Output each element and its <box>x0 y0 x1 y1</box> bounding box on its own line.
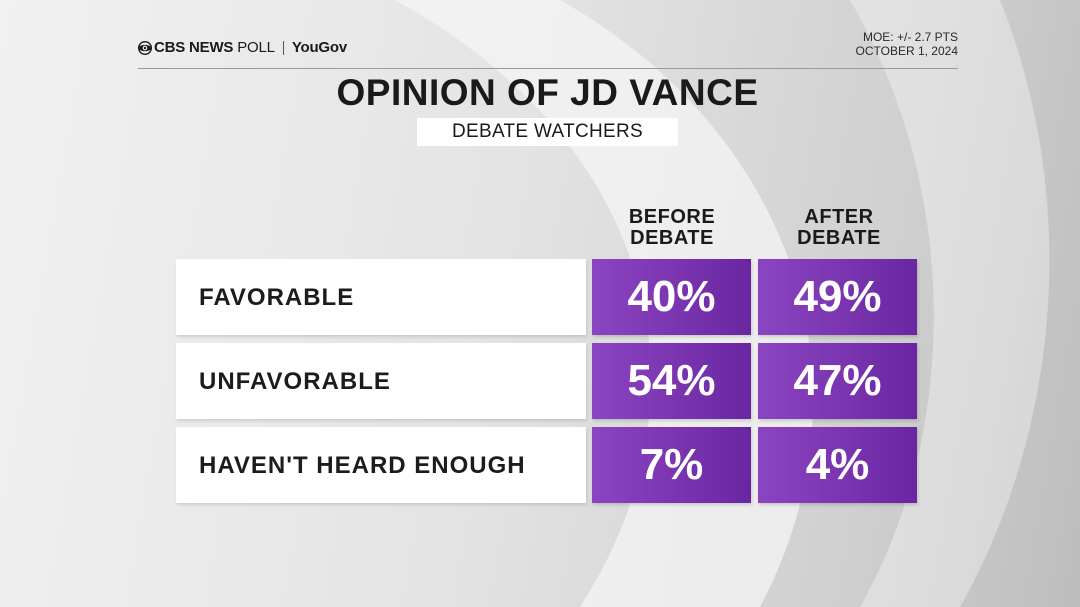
cbs-eye-icon <box>138 40 152 55</box>
row-label-havent-heard: HAVEN'T HEARD ENOUGH <box>176 427 586 503</box>
row-label-text: FAVORABLE <box>199 284 355 311</box>
brand-logo: CBS NEWS POLL YouGov <box>138 39 347 56</box>
chart-title: OPINION OF JD VANCE <box>336 72 759 113</box>
column-header-line: DEBATE <box>630 227 714 249</box>
poll-meta: MOE: +/- 2.7 PTS OCTOBER 1, 2024 <box>856 30 959 58</box>
column-header-before: BEFORE DEBATE <box>592 207 752 249</box>
poll-date: OCTOBER 1, 2024 <box>855 44 959 58</box>
brand-poll: POLL <box>237 39 275 56</box>
brand-yougov: YouGov <box>291 39 348 56</box>
value-unfavorable-before: 54% <box>592 343 751 419</box>
value-havent-heard-before: 7% <box>592 427 751 503</box>
value-favorable-after: 49% <box>758 259 917 335</box>
brand-divider <box>282 40 284 55</box>
row-label-favorable: FAVORABLE <box>176 259 586 335</box>
header-bar: CBS NEWS POLL YouGov MOE: +/- 2.7 PTS OC… <box>138 28 958 69</box>
value-favorable-before: 40% <box>592 259 751 335</box>
column-header-line: DEBATE <box>797 227 881 249</box>
chart-subtitle: DEBATE WATCHERS <box>417 118 678 146</box>
value-unfavorable-after: 47% <box>758 343 917 419</box>
row-label-text: UNFAVORABLE <box>199 368 391 395</box>
column-header-line: BEFORE <box>628 206 716 228</box>
column-header-line: AFTER <box>804 206 874 228</box>
column-header-after: AFTER DEBATE <box>759 207 919 249</box>
value-havent-heard-after: 4% <box>758 427 917 503</box>
brand-cbs-news: CBS NEWS <box>154 39 234 56</box>
row-label-text: HAVEN'T HEARD ENOUGH <box>199 452 526 479</box>
row-label-unfavorable: UNFAVORABLE <box>176 343 586 419</box>
margin-of-error: MOE: +/- 2.7 PTS <box>862 30 958 44</box>
